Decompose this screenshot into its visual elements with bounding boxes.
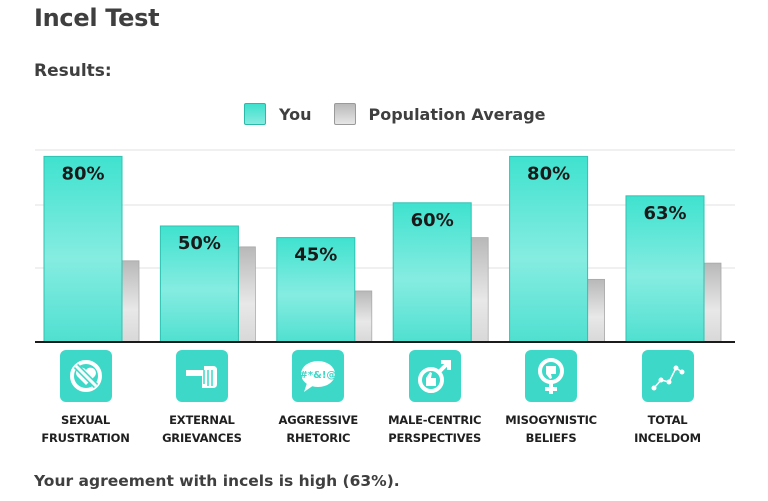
bar-value-label: 50% [178, 233, 221, 254]
bar-average [121, 260, 140, 343]
category-label: MALE-CENTRIC PERSPECTIVES [382, 411, 488, 447]
legend-label-you: You [279, 104, 312, 124]
category-1: EXTERNAL GRIEVANCES [149, 350, 255, 447]
line-graph-icon [641, 350, 694, 402]
category-label: EXTERNAL GRIEVANCES [149, 411, 255, 447]
category-label-line1: TOTAL [647, 413, 688, 427]
legend-item-you: You [244, 103, 312, 125]
pointing-hand-icon [175, 350, 228, 402]
results-heading: Results: [34, 61, 112, 81]
bar-average [703, 262, 722, 343]
category-3: MALE-CENTRIC PERSPECTIVES [382, 350, 488, 447]
bar-average [587, 278, 605, 343]
no-heart-icon [59, 350, 112, 402]
legend-swatch-you [244, 103, 266, 125]
bar-you [509, 155, 589, 343]
bar-value-label: 63% [643, 203, 686, 224]
bar-value-label: 45% [294, 245, 337, 266]
bar-average [354, 290, 373, 343]
category-0: SEXUAL FRUSTRATION [33, 350, 139, 447]
bar-you [625, 195, 705, 343]
category-label-line1: MISOGYNISTIC [505, 413, 597, 427]
category-5: TOTAL INCELDOM [615, 350, 721, 447]
female-thumbs-down-icon [525, 350, 578, 402]
category-label-line1: EXTERNAL [169, 413, 235, 427]
page-title: Incel Test [34, 4, 160, 32]
bar-value-label: 80% [61, 163, 104, 184]
category-label-line1: AGGRESSIVE [278, 413, 359, 427]
bar-value-label: 60% [411, 210, 454, 231]
bar-you [43, 155, 123, 343]
category-label-line2: BELIEFS [525, 431, 577, 445]
category-label: MISOGYNISTIC BELIEFS [498, 411, 604, 447]
category-label: TOTAL INCELDOM [615, 411, 721, 447]
legend-item-average: Population Average [333, 103, 546, 125]
category-label-line1: SEXUAL [60, 413, 111, 427]
category-label-line2: PERSPECTIVES [388, 431, 482, 445]
category-label-line2: RHETORIC [286, 431, 351, 445]
category-4: MISOGYNISTIC BELIEFS [498, 350, 604, 447]
bar-average [237, 246, 256, 343]
category-label: SEXUAL FRUSTRATION [33, 411, 139, 447]
bar-value-label: 80% [527, 163, 570, 184]
category-label-line2: INCELDOM [634, 431, 701, 445]
legend-swatch-average [333, 103, 356, 125]
result-summary: Your agreement with incels is high (63%)… [34, 472, 400, 490]
bar-average [470, 237, 489, 343]
bar-you [392, 202, 472, 343]
category-label-line2: FRUSTRATION [41, 431, 130, 445]
svg-text:#*&!@: #*&!@ [300, 370, 337, 381]
legend-label-average: Population Average [368, 104, 546, 124]
swearing-bubble-icon: #*&!@ [292, 350, 345, 402]
male-thumbs-up-icon [408, 350, 461, 402]
category-label-line1: MALE-CENTRIC [388, 413, 482, 427]
category-label: AGGRESSIVE RHETORIC [265, 411, 371, 447]
chart-legend: You Population Average [244, 103, 568, 125]
category-label-line2: GRIEVANCES [162, 431, 242, 445]
bar-you [159, 225, 239, 343]
category-2: #*&!@ AGGRESSIVE RHETORIC [265, 350, 371, 447]
